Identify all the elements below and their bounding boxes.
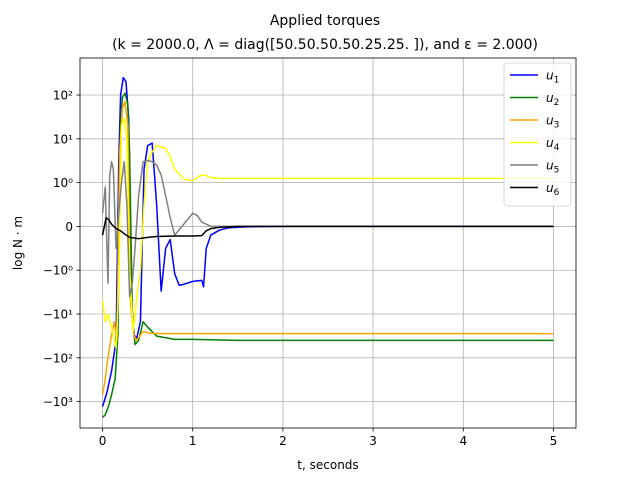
x-tick-label: 2 — [279, 434, 287, 448]
plot-area-frame — [79, 57, 577, 429]
x-axis-label: t, seconds — [297, 458, 358, 472]
y-tick-label: −10² — [43, 351, 73, 365]
y-tick-label: −10³ — [43, 395, 73, 409]
y-axis-label: log N · m — [11, 216, 25, 270]
y-tick-label: 0 — [65, 220, 73, 234]
y-tick-label: 10¹ — [53, 132, 73, 146]
series-line-u5 — [101, 159, 554, 298]
y-tick-label: 10⁰ — [53, 176, 73, 190]
y-tick-label: 10² — [53, 89, 73, 103]
y-tick-label: −10⁰ — [43, 264, 73, 278]
chart-title: Applied torques — [270, 13, 380, 29]
chart-subtitle: (k = 2000.0, Λ = diag([50.50.50.50.25.25… — [112, 37, 538, 53]
x-tick-label: 0 — [99, 434, 107, 448]
x-tick-label: 3 — [369, 434, 377, 448]
x-tick-label: 5 — [550, 434, 558, 448]
series-lines — [101, 76, 554, 419]
series-line-u1 — [101, 76, 554, 407]
y-axis-ticks: 10² 10¹ 10⁰ 0 −10⁰ −10¹ −10² −10³ — [43, 89, 80, 409]
x-axis-ticks: 0 1 2 3 4 5 — [99, 428, 558, 448]
y-tick-label: −10¹ — [43, 308, 73, 322]
series-line-u3 — [101, 101, 554, 395]
series-line-u6 — [101, 216, 554, 240]
legend-box — [503, 62, 572, 207]
x-tick-label: 1 — [189, 434, 197, 448]
x-tick-label: 4 — [459, 434, 467, 448]
